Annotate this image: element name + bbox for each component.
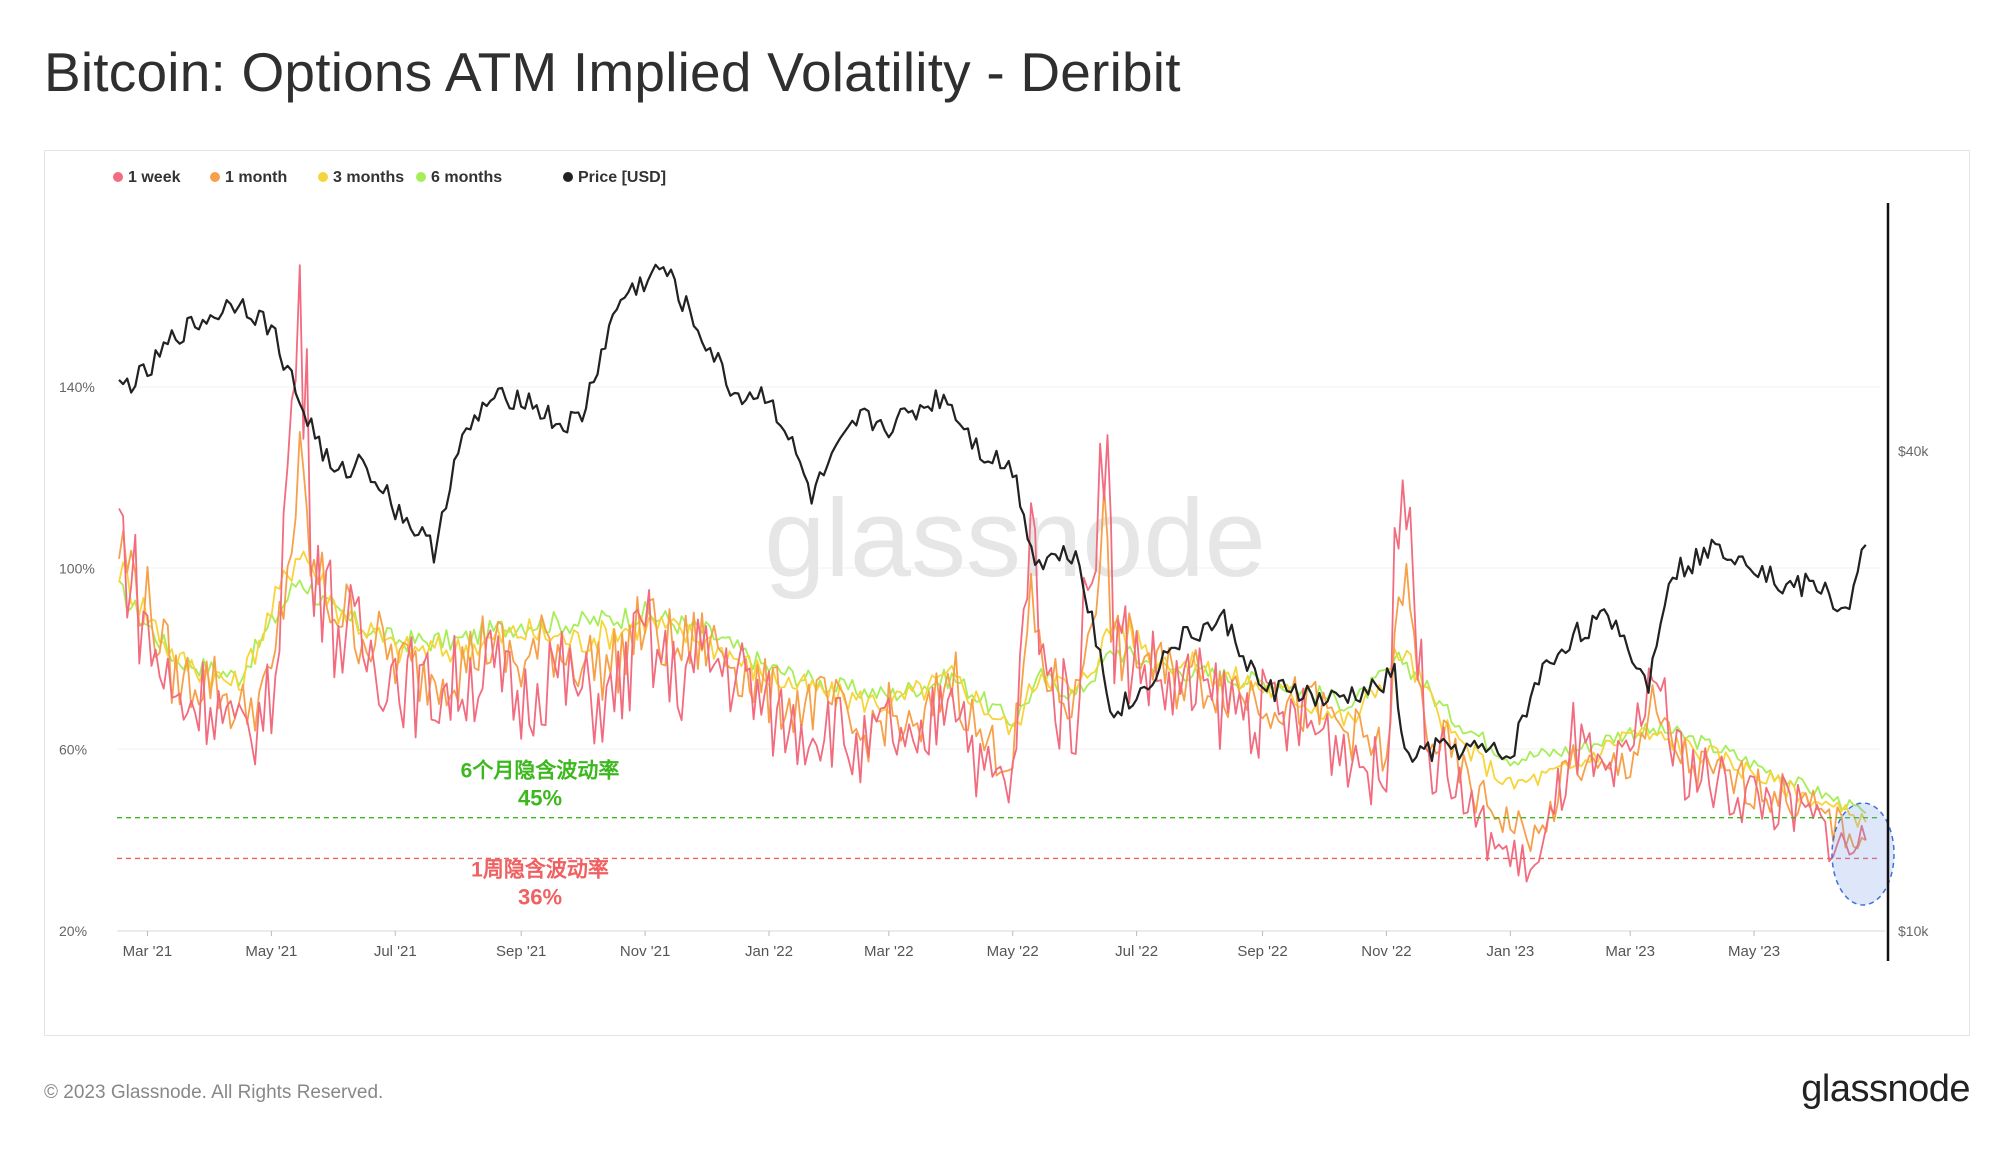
reference-lines: 6个月隐含波动率 45% 1周隐含波动率 36% (117, 759, 1895, 909)
series-lines (118, 263, 1867, 883)
watermark: glassnode (764, 477, 1266, 600)
x-tick-label: Mar '21 (123, 943, 173, 960)
x-tick-label: May '23 (1728, 943, 1780, 960)
x-tick-label: Jul '22 (1115, 943, 1158, 960)
legend-label: Price [USD] (578, 169, 666, 186)
copyright-text: © 2023 Glassnode. All Rights Reserved. (44, 1082, 384, 1103)
legend[interactable]: 1 week 1 month 3 months 6 months Price [USD] (113, 169, 666, 186)
reference-value: 36% (518, 884, 562, 909)
legend-item[interactable]: 3 months (318, 169, 404, 186)
y-left-tick-label: 140% (59, 379, 95, 395)
x-tick-label: Mar '23 (1605, 943, 1655, 960)
legend-dot (210, 172, 220, 182)
x-tick-label: May '22 (987, 943, 1039, 960)
legend-item[interactable]: 6 months (416, 169, 502, 186)
legend-label: 3 months (333, 169, 404, 186)
legend-dot (318, 172, 328, 182)
series-line[interactable] (118, 263, 1867, 763)
highlight-ellipse (1831, 802, 1895, 906)
y-left-tick-label: 100% (59, 560, 95, 576)
legend-item[interactable]: 1 month (210, 169, 287, 186)
y-right-tick-label: $40k (1898, 443, 1929, 459)
glassnode-logo[interactable]: glassnode (1801, 1068, 1970, 1110)
x-tick-label: Jul '21 (374, 943, 417, 960)
legend-item[interactable]: Price [USD] (563, 169, 666, 186)
legend-label: 1 week (128, 169, 181, 186)
axes: Mar '21 May '21 Jul '21 Sep '21 Nov '21 Jan '… (59, 203, 1929, 961)
reference-label: 1周隐含波动率 (471, 857, 609, 881)
chart-panel: 1 week 1 month 3 months 6 months Price [USD]… (44, 150, 1970, 1036)
reference-label: 6个月隐含波动率 (461, 759, 620, 783)
legend-item[interactable]: 1 week (113, 169, 181, 186)
x-tick-label: Jan '23 (1486, 943, 1534, 960)
x-tick-label: Nov '21 (620, 943, 670, 960)
x-tick-label: Jan '22 (745, 943, 793, 960)
x-tick-label: Mar '22 (864, 943, 914, 960)
y-left-tick-label: 20% (59, 923, 87, 939)
y-left-tick-label: 60% (59, 742, 87, 758)
x-tick-label: May '21 (245, 943, 297, 960)
series-line[interactable] (118, 579, 1867, 814)
x-tick-label: Nov '22 (1361, 943, 1411, 960)
x-tick-label: Sep '22 (1237, 943, 1287, 960)
series-line[interactable] (118, 264, 1867, 883)
x-tick-label: Sep '21 (496, 943, 546, 960)
legend-dot (113, 172, 123, 182)
chart[interactable]: 1 week 1 month 3 months 6 months Price [USD]… (45, 151, 1969, 1035)
page-title: Bitcoin: Options ATM Implied Volatility … (44, 41, 1181, 103)
legend-dot (416, 172, 426, 182)
legend-label: 1 month (225, 169, 287, 186)
legend-dot (563, 172, 573, 182)
legend-label: 6 months (431, 169, 502, 186)
y-right-tick-label: $10k (1898, 923, 1929, 939)
grid (117, 386, 1880, 932)
reference-value: 45% (518, 786, 562, 811)
